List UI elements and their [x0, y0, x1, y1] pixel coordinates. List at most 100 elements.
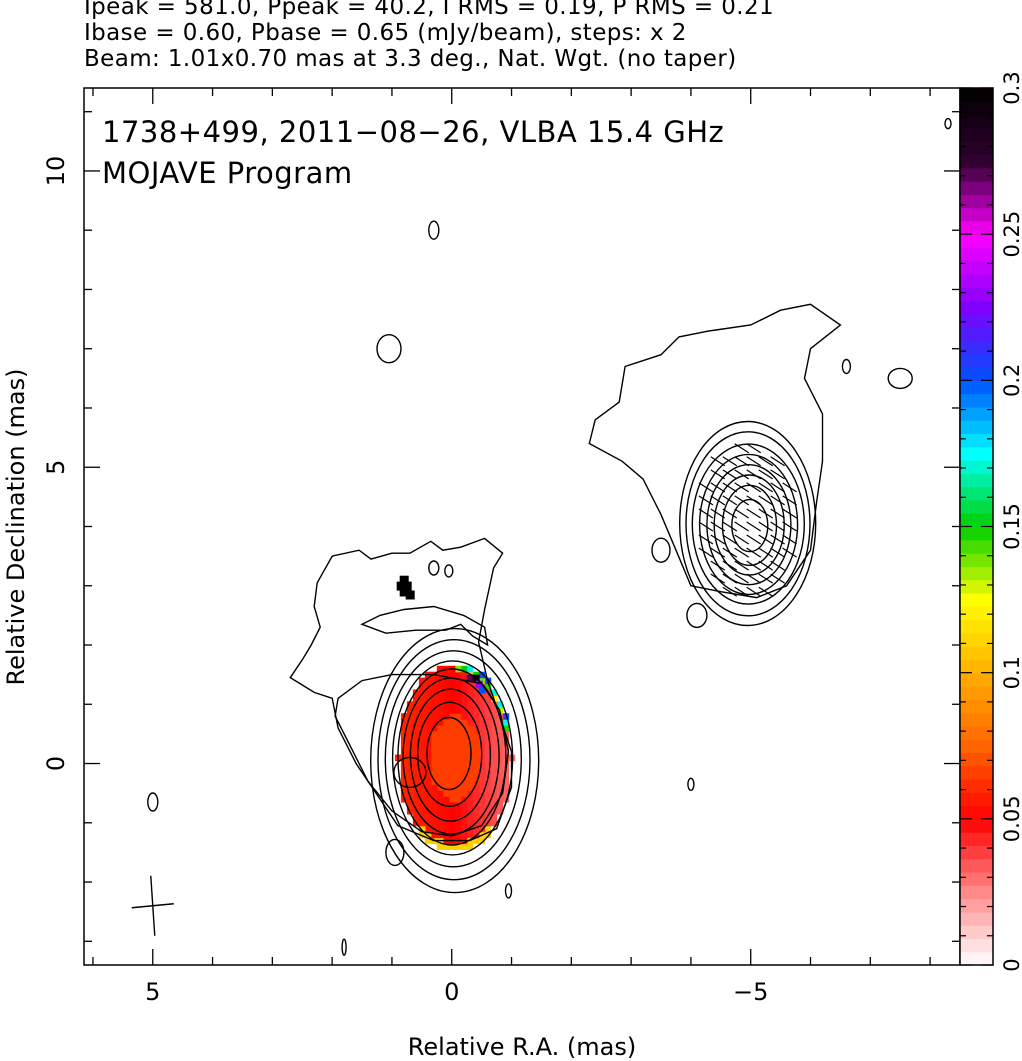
- pol-pixel: [478, 686, 486, 694]
- pol-pixel: [478, 707, 486, 714]
- pol-pixel: [448, 683, 456, 690]
- pol-pixel: [454, 825, 462, 833]
- evpa-stick: [770, 482, 785, 493]
- pol-pixel: [418, 695, 426, 702]
- evpa-stick: [782, 547, 797, 558]
- pol-pixel: [478, 725, 486, 732]
- colorbar-step: [960, 460, 993, 474]
- pol-pixel: [400, 760, 408, 768]
- base-steps-line: Ibase = 0.60, Pbase = 0.65 (mJy/beam), s…: [84, 20, 687, 46]
- pol-pixel: [442, 796, 450, 803]
- colorbar-step: [960, 725, 993, 740]
- y-tick-label: 10: [42, 156, 70, 187]
- colorbar-step: [960, 752, 993, 767]
- pol-pixel: [442, 808, 450, 815]
- pol-pixel: [460, 766, 468, 773]
- colorbar-step: [960, 486, 993, 501]
- pol-pixel: [430, 808, 438, 815]
- pol-pixel: [424, 808, 432, 815]
- pol-pixel: [442, 677, 450, 685]
- pol-pixel: [400, 790, 408, 797]
- pol-pixel: [430, 713, 438, 720]
- pol-pixel: [466, 730, 474, 738]
- pol-pixel: [418, 736, 426, 744]
- colorbar-step: [960, 473, 993, 488]
- colorbar-step: [960, 685, 993, 700]
- colorbar-step: [960, 420, 993, 435]
- pol-pixel: [418, 813, 426, 821]
- evpa-stick: [770, 521, 785, 532]
- pol-pixel: [436, 742, 444, 750]
- pol-pixel: [442, 725, 450, 732]
- pol-pixel: [460, 713, 468, 720]
- pol-pixel: [430, 719, 438, 726]
- evpa-stick: [698, 495, 714, 506]
- pol-pixel: [412, 742, 420, 750]
- colorbar-step: [960, 327, 993, 342]
- pol-pixel: [448, 825, 456, 833]
- evpa-stick: [710, 456, 726, 467]
- pol-pixel: [484, 719, 492, 726]
- pol-pixel: [424, 707, 432, 714]
- evpa-stick: [758, 482, 774, 493]
- pol-pixel: [430, 701, 438, 708]
- pol-pixel: [496, 730, 504, 738]
- pol-pixel: [430, 748, 438, 756]
- evpa-stick: [722, 560, 738, 571]
- pol-pixel: [448, 713, 456, 720]
- y-tick-label: 5: [42, 460, 70, 475]
- colorbar-step: [960, 739, 993, 753]
- pol-pixel: [442, 802, 450, 809]
- pol-pixel: [424, 701, 432, 708]
- pol-pixel: [448, 796, 456, 803]
- pol-pixel: [412, 730, 420, 738]
- pol-pixel: [418, 825, 426, 833]
- pol-pixel: [424, 837, 432, 845]
- colorbar-step: [960, 300, 993, 315]
- pol-pixel: [454, 843, 462, 850]
- pol-pixel: [424, 802, 432, 809]
- pol-pixel: [460, 808, 468, 815]
- pol-pixel: [442, 784, 450, 791]
- pol-pixel: [436, 736, 444, 744]
- contour-island: [687, 777, 695, 791]
- colorbar-step: [960, 765, 993, 780]
- colorbar-step: [960, 274, 993, 288]
- pol-pixel: [466, 707, 474, 714]
- pol-pixel: [412, 808, 420, 815]
- pol-pixel: [412, 766, 420, 773]
- evpa-stick: [770, 456, 785, 467]
- map-subtitle: MOJAVE Program: [102, 156, 353, 190]
- colorbar-step: [960, 446, 993, 461]
- pol-pixel: [412, 796, 420, 803]
- evpa-stick: [734, 573, 750, 584]
- evpa-stick: [734, 586, 750, 597]
- pol-pixel: [406, 802, 414, 809]
- pol-pixel: [448, 778, 456, 785]
- contour-island: [841, 358, 852, 375]
- evpa-stick: [722, 573, 738, 584]
- pol-pixel: [484, 748, 492, 756]
- pol-pixel: [436, 825, 444, 833]
- pol-pixel: [405, 590, 415, 600]
- pol-pixel: [484, 796, 492, 803]
- pol-pixel: [412, 760, 420, 768]
- pol-pixel: [436, 689, 444, 696]
- pol-pixel: [478, 784, 486, 791]
- contour-island: [686, 602, 708, 629]
- pol-pixel: [472, 695, 480, 702]
- pol-pixel: [460, 701, 468, 708]
- pol-pixel: [460, 802, 468, 809]
- pol-pixel: [466, 689, 474, 696]
- pol-pixel: [412, 790, 420, 797]
- pol-pixel: [448, 843, 456, 850]
- pol-pixel: [454, 725, 462, 732]
- pol-pixel: [466, 831, 474, 839]
- pol-pixel: [400, 719, 408, 726]
- evpa-stick: [746, 586, 762, 597]
- pol-pixel: [424, 725, 432, 732]
- pol-pixel: [436, 796, 444, 803]
- evpa-stick: [722, 508, 738, 519]
- evpa-stick: [710, 547, 726, 558]
